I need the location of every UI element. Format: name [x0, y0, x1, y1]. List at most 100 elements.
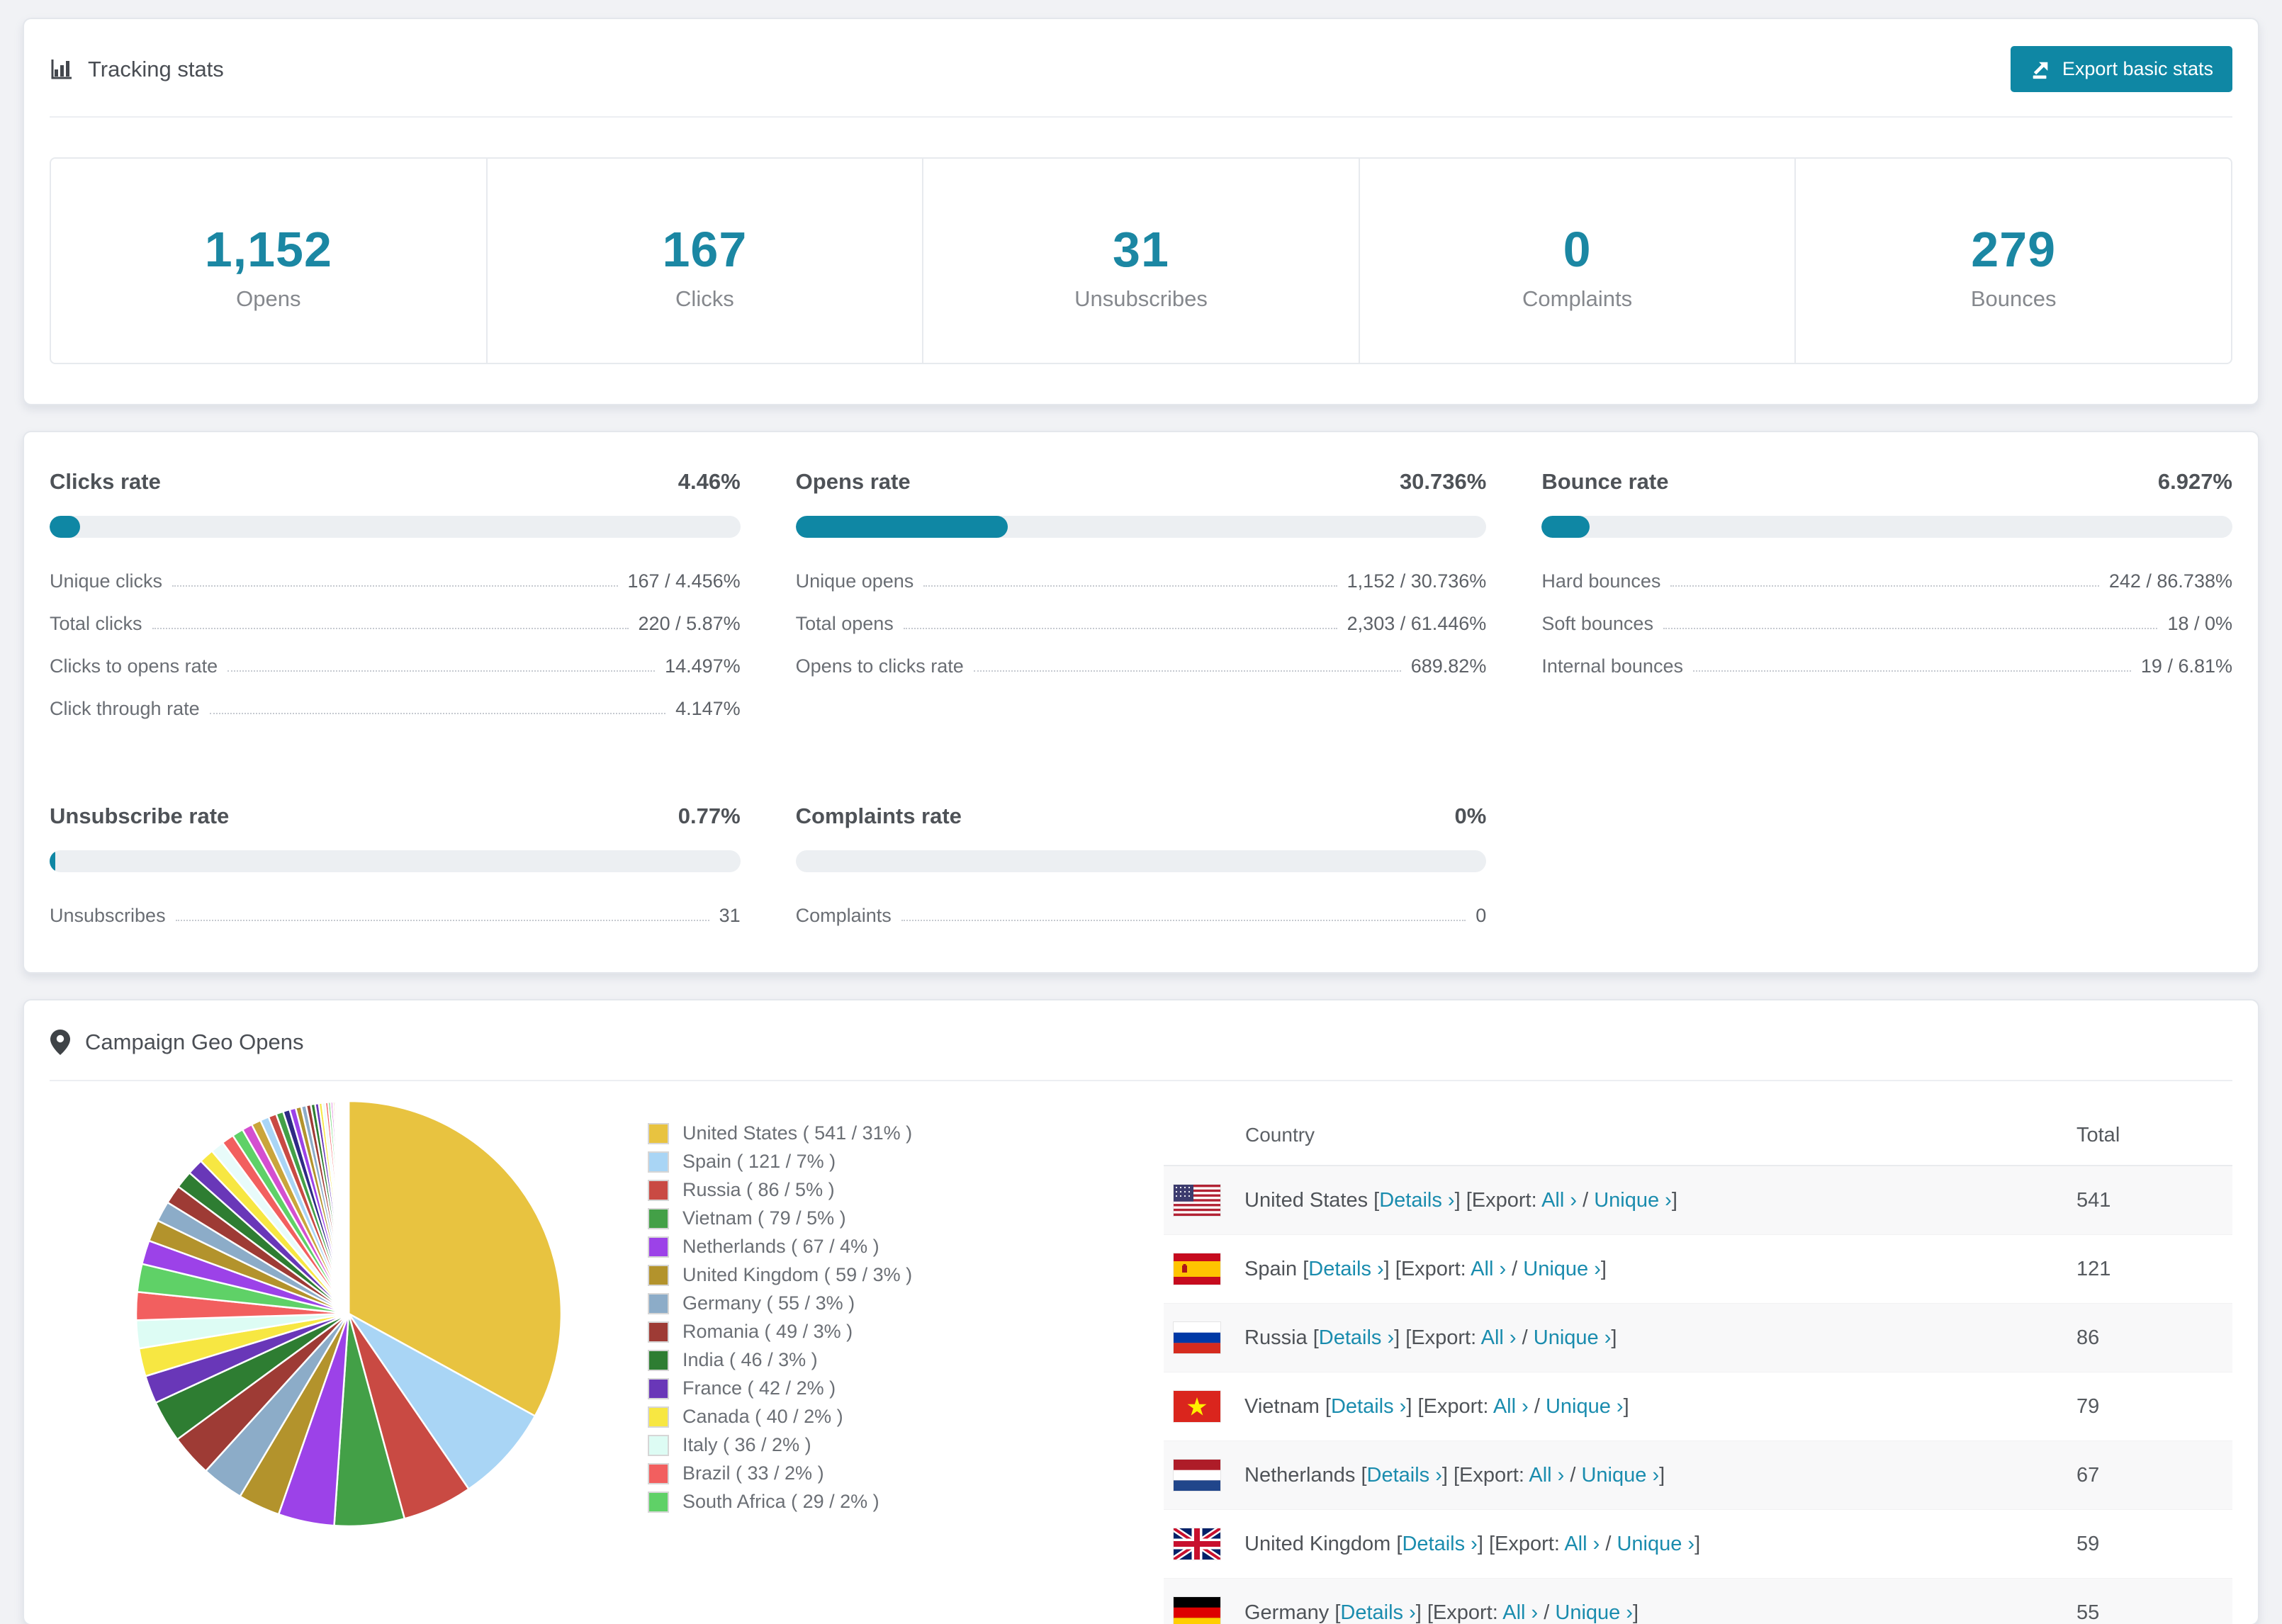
export-unique-link[interactable]: Unique ›: [1523, 1257, 1601, 1280]
vn-flag-icon: [1173, 1390, 1221, 1423]
legend-swatch: [648, 1434, 669, 1456]
geo-card-title: Campaign Geo Opens: [50, 1029, 303, 1056]
export-all-link[interactable]: All ›: [1564, 1532, 1600, 1555]
rates-card: Clicks rate 4.46% Unique clicks 167 / 4.456…: [23, 431, 2259, 974]
stat-cell-unsubscribes: 31 Unsubscribes: [923, 159, 1360, 363]
rate-detail-label: Total opens: [795, 613, 894, 634]
geo-row-total: 59: [2076, 1532, 2100, 1555]
geo-row-total: 121: [2076, 1257, 2111, 1280]
stat-cell-clicks: 167 Clicks: [488, 159, 924, 363]
rate-detail-label: Unique clicks: [50, 570, 163, 592]
legend-swatch: [648, 1264, 669, 1286]
geo-table-row: Spain [Details ›] [Export: All › / Uniqu…: [1164, 1235, 2232, 1304]
geo-table-row: United Kingdom [Details ›] [Export: All …: [1164, 1510, 2232, 1579]
header-divider: [50, 116, 2232, 118]
rate-detail-row: Unsubscribes 31: [50, 905, 741, 927]
rate-progress-fill: [795, 516, 1008, 538]
export-unique-link[interactable]: Unique ›: [1581, 1463, 1660, 1487]
legend-swatch: [648, 1207, 669, 1229]
geo-table-header: Country Total: [1164, 1105, 2232, 1166]
details-link[interactable]: Details ›: [1330, 1394, 1407, 1418]
export-all-link[interactable]: All ›: [1471, 1257, 1507, 1280]
legend-label: Romania ( 49 / 3% ): [682, 1321, 853, 1342]
rate-detail-label: Internal bounces: [1541, 655, 1683, 677]
export-basic-stats-button[interactable]: Export basic stats: [2010, 46, 2232, 92]
geo-table-row: Netherlands [Details ›] [Export: All › /…: [1164, 1441, 2232, 1510]
legend-swatch: [648, 1151, 669, 1173]
rate-detail-label: Unsubscribes: [50, 905, 166, 926]
rate-progress-track: [50, 516, 741, 538]
details-link[interactable]: Details ›: [1366, 1463, 1442, 1487]
bracket: [: [1303, 1257, 1309, 1280]
details-link[interactable]: Details ›: [1318, 1326, 1395, 1349]
legend-label: United Kingdom ( 59 / 3% ): [682, 1264, 913, 1285]
details-link[interactable]: Details ›: [1402, 1532, 1478, 1555]
legend-label: India ( 46 / 3% ): [682, 1349, 818, 1370]
legend-label: South Africa ( 29 / 2% ): [682, 1491, 879, 1512]
rate-detail-row: Unique clicks 167 / 4.456%: [50, 570, 741, 592]
stat-cell-complaints: 0 Complaints: [1360, 159, 1797, 363]
geo-pie-svg: [135, 1100, 563, 1528]
geo-table-header-total: Total: [2076, 1123, 2120, 1146]
rate-progress-track: [795, 850, 1487, 872]
rate-value: 4.46%: [678, 469, 741, 494]
rate-head: Clicks rate 4.46%: [50, 469, 741, 495]
rate-block-bounce-rate: Bounce rate 6.927% Hard bounces 242 / 86.73…: [1541, 469, 2232, 720]
rate-detail-row: Hard bounces 242 / 86.738%: [1541, 570, 2232, 592]
dotted-leader: [172, 585, 618, 587]
dotted-leader: [1663, 628, 2158, 629]
export-all-link[interactable]: All ›: [1529, 1463, 1565, 1487]
rate-detail-value: 2,303 / 61.446%: [1347, 613, 1487, 634]
details-link[interactable]: Details ›: [1308, 1257, 1384, 1280]
legend-swatch: [648, 1406, 669, 1428]
legend-item-vn: Vietnam ( 79 / 5% ): [648, 1207, 1164, 1229]
stat-value: 167: [662, 222, 748, 277]
geo-card-title-text: Campaign Geo Opens: [85, 1030, 304, 1054]
legend-label: Netherlands ( 67 / 4% ): [682, 1236, 879, 1257]
stat-value: 0: [1563, 222, 1592, 277]
details-link[interactable]: Details ›: [1379, 1188, 1455, 1212]
geo-row-country-text: Spain [Details ›] [Export: All › / Uniqu…: [1244, 1258, 1607, 1281]
geo-content: United States ( 541 / 31% ) Spain ( 121 /…: [50, 1081, 2232, 1624]
rate-progress-track: [50, 850, 741, 872]
rate-detail-rows: Unsubscribes 31: [50, 905, 741, 927]
legend-swatch: [648, 1462, 669, 1484]
geo-header-divider: [50, 1080, 2232, 1081]
pie-slice-1: [347, 1312, 536, 1491]
rate-detail-rows: Hard bounces 242 / 86.738% Soft bounces 18 …: [1541, 570, 2232, 677]
export-icon: [2033, 62, 2048, 79]
geo-row-country-cell: Germany [Details ›] [Export: All › / Uni…: [1164, 1596, 2076, 1624]
legend-item-es: Spain ( 121 / 7% ): [648, 1151, 1164, 1173]
rate-detail-label: Soft bounces: [1541, 613, 1653, 634]
rate-detail-value: 689.82%: [1410, 655, 1487, 677]
export-all-link[interactable]: All ›: [1502, 1601, 1539, 1624]
export-unique-link[interactable]: Unique ›: [1617, 1532, 1695, 1555]
export-all-link[interactable]: All ›: [1493, 1394, 1529, 1418]
rate-detail-value: 31: [719, 905, 741, 926]
tracking-stats-title: Tracking stats: [50, 57, 224, 82]
geo-legend: United States ( 541 / 31% ) Spain ( 121 /…: [648, 1081, 1164, 1519]
geo-row-country-text: United Kingdom [Details ›] [Export: All …: [1244, 1533, 1700, 1556]
export-unique-link[interactable]: Unique ›: [1555, 1601, 1633, 1624]
geo-row-country-text: Russia [Details ›] [Export: All › / Uniq…: [1244, 1326, 1617, 1350]
legend-swatch: [648, 1377, 669, 1399]
export-unique-link[interactable]: Unique ›: [1533, 1326, 1612, 1349]
stat-label: Unsubscribes: [1074, 286, 1208, 311]
rate-detail-value: 14.497%: [665, 655, 741, 677]
bracket: ] [Export:: [1394, 1326, 1481, 1349]
geo-row-country-text: United States [Details ›] [Export: All ›…: [1244, 1189, 1677, 1212]
rate-detail-value: 18 / 0%: [2167, 613, 2232, 634]
rate-block-clicks-rate: Clicks rate 4.46% Unique clicks 167 / 4.456…: [50, 469, 741, 720]
bracket: [: [1373, 1188, 1380, 1212]
country-name: Netherlands: [1244, 1463, 1361, 1487]
export-all-link[interactable]: All ›: [1480, 1326, 1517, 1349]
bracket: ]: [1633, 1601, 1639, 1624]
de-flag-icon: [1173, 1596, 1221, 1624]
details-link[interactable]: Details ›: [1340, 1601, 1416, 1624]
export-all-link[interactable]: All ›: [1541, 1188, 1578, 1212]
export-unique-link[interactable]: Unique ›: [1545, 1394, 1624, 1418]
rate-detail-label: Click through rate: [50, 698, 200, 719]
country-name: Vietnam: [1244, 1394, 1325, 1418]
export-unique-link[interactable]: Unique ›: [1594, 1188, 1672, 1212]
rate-detail-value: 220 / 5.87%: [638, 613, 741, 634]
